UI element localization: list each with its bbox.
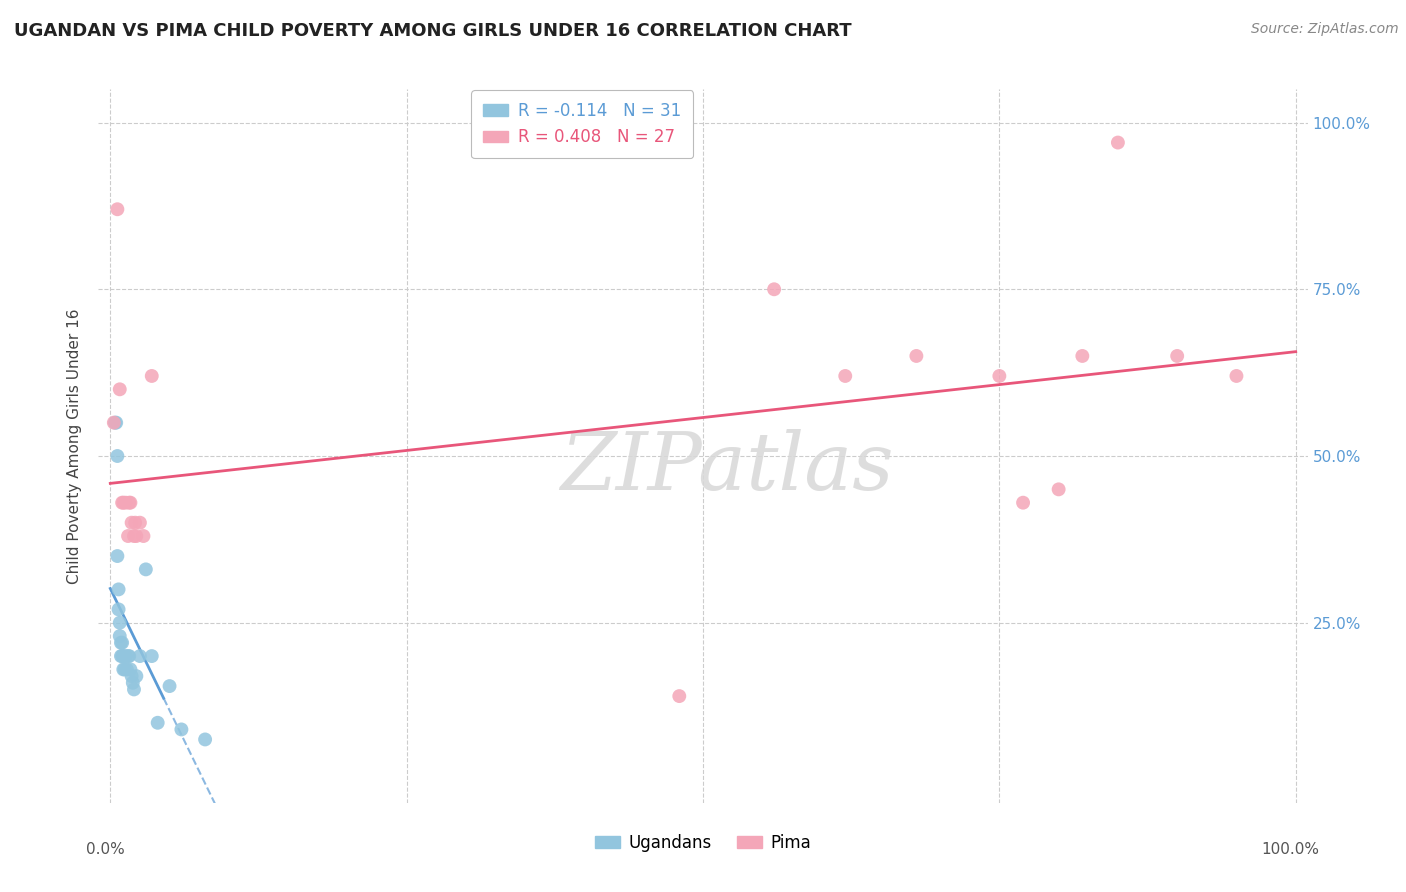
Point bbox=[112, 496, 135, 510]
Point bbox=[1225, 368, 1247, 383]
Point bbox=[108, 629, 131, 643]
Point bbox=[105, 549, 128, 563]
Point bbox=[114, 662, 136, 676]
Point bbox=[141, 368, 163, 383]
Point bbox=[104, 416, 127, 430]
Point bbox=[114, 649, 136, 664]
Point bbox=[111, 649, 134, 664]
Point bbox=[118, 496, 141, 510]
Text: 100.0%: 100.0% bbox=[1261, 842, 1320, 857]
Point bbox=[125, 669, 148, 683]
Text: ZIPatlas: ZIPatlas bbox=[561, 429, 894, 506]
Legend: Ugandans, Pima: Ugandans, Pima bbox=[589, 828, 817, 859]
Point bbox=[122, 682, 145, 697]
Point bbox=[1166, 349, 1188, 363]
Point bbox=[146, 715, 169, 730]
Point bbox=[834, 368, 856, 383]
Point bbox=[121, 675, 143, 690]
Point bbox=[118, 649, 141, 664]
Point bbox=[668, 689, 690, 703]
Point bbox=[129, 516, 152, 530]
Point bbox=[132, 529, 155, 543]
Point bbox=[111, 496, 134, 510]
Point bbox=[105, 202, 128, 217]
Point bbox=[120, 662, 142, 676]
Point bbox=[105, 416, 128, 430]
Point bbox=[120, 496, 142, 510]
Point bbox=[103, 416, 125, 430]
Point bbox=[1071, 349, 1094, 363]
Point bbox=[107, 602, 129, 616]
Point bbox=[117, 529, 139, 543]
Point bbox=[114, 496, 136, 510]
Point bbox=[1107, 136, 1129, 150]
Y-axis label: Child Poverty Among Girls Under 16: Child Poverty Among Girls Under 16 bbox=[67, 309, 83, 583]
Point bbox=[112, 649, 135, 664]
Point bbox=[122, 529, 145, 543]
Point bbox=[194, 732, 217, 747]
Point bbox=[108, 615, 131, 630]
Point bbox=[105, 449, 128, 463]
Point bbox=[108, 382, 131, 396]
Point bbox=[121, 669, 143, 683]
Point bbox=[135, 562, 157, 576]
Text: Source: ZipAtlas.com: Source: ZipAtlas.com bbox=[1251, 22, 1399, 37]
Text: 0.0%: 0.0% bbox=[86, 842, 125, 857]
Point bbox=[141, 649, 163, 664]
Point bbox=[107, 582, 129, 597]
Point bbox=[988, 368, 1011, 383]
Point bbox=[763, 282, 786, 296]
Point bbox=[170, 723, 193, 737]
Point bbox=[1047, 483, 1070, 497]
Point bbox=[112, 662, 135, 676]
Point bbox=[110, 636, 132, 650]
Text: UGANDAN VS PIMA CHILD POVERTY AMONG GIRLS UNDER 16 CORRELATION CHART: UGANDAN VS PIMA CHILD POVERTY AMONG GIRL… bbox=[14, 22, 852, 40]
Point bbox=[1012, 496, 1035, 510]
Point bbox=[117, 649, 139, 664]
Point bbox=[125, 529, 148, 543]
Point bbox=[121, 516, 143, 530]
Point bbox=[110, 649, 132, 664]
Point bbox=[111, 636, 134, 650]
Point bbox=[159, 679, 181, 693]
Point bbox=[124, 516, 146, 530]
Point bbox=[129, 649, 152, 664]
Point bbox=[115, 662, 138, 676]
Point bbox=[905, 349, 928, 363]
